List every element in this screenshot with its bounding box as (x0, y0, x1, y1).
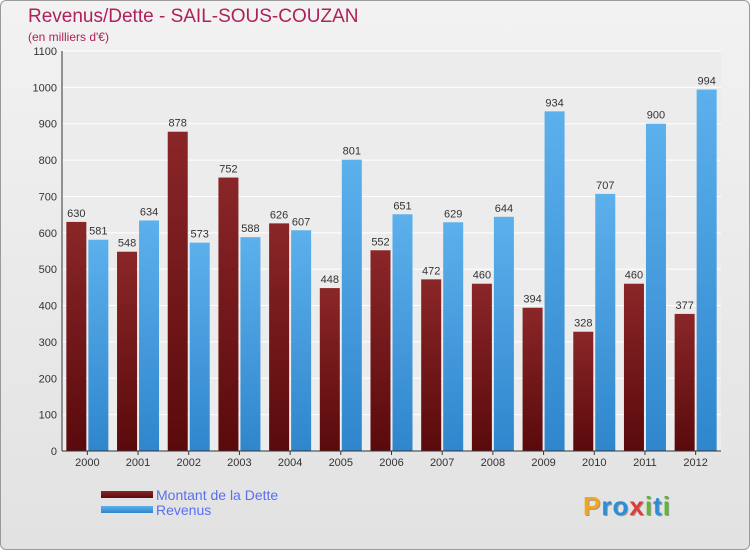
value-label-revenus: 994 (697, 76, 715, 88)
value-label-revenus: 707 (596, 180, 614, 192)
bar-revenus (544, 111, 565, 451)
value-label-dette: 377 (675, 300, 693, 312)
y-tick-label: 0 (51, 446, 57, 458)
bar-dette (674, 313, 695, 451)
value-label-revenus: 644 (495, 203, 513, 215)
bar-revenus (341, 159, 362, 451)
value-label-dette: 472 (422, 265, 440, 277)
bar-revenus (240, 237, 261, 451)
value-label-revenus: 573 (191, 229, 209, 241)
y-tick-label: 300 (39, 337, 57, 349)
legend-swatch-dette (101, 491, 153, 498)
y-tick-label: 400 (39, 301, 57, 313)
x-tick-label: 2007 (430, 457, 454, 469)
bar-revenus (696, 89, 717, 451)
value-label-revenus: 900 (647, 110, 665, 122)
value-label-dette: 630 (67, 208, 85, 220)
legend-label-revenus: Revenus (156, 501, 212, 518)
bar-revenus (392, 214, 413, 451)
bar-dette (117, 251, 138, 451)
chart-subtitle: (en milliers d'€) (28, 30, 109, 44)
y-tick-label: 600 (39, 228, 57, 240)
logo-letter: i (662, 491, 671, 521)
chart-title: Revenus/Dette - SAIL-SOUS-COUZAN (28, 6, 359, 27)
legend: Montant de la Dette Revenus (101, 486, 279, 518)
bar-dette (573, 331, 594, 451)
value-label-revenus: 581 (89, 226, 107, 238)
value-label-dette: 552 (371, 236, 389, 248)
logo-letter: i (644, 491, 654, 521)
y-tick-label: 500 (39, 264, 57, 276)
y-tick-label: 900 (39, 119, 57, 131)
legend-item-revenus: Revenus (101, 501, 278, 518)
bar-dette (421, 279, 442, 451)
logo-letter: P (583, 491, 602, 521)
bar-dette (370, 250, 391, 451)
x-tick-label: 2011 (633, 457, 657, 469)
value-label-revenus: 607 (292, 216, 310, 228)
value-label-revenus: 634 (140, 206, 158, 218)
x-tick-label: 2004 (278, 457, 302, 469)
value-label-dette: 460 (625, 270, 643, 282)
bar-revenus (88, 239, 109, 451)
bar-dette (522, 307, 543, 451)
value-label-dette: 460 (473, 270, 491, 282)
logo-letter: r (601, 491, 613, 521)
value-label-dette: 626 (270, 209, 288, 221)
value-label-revenus: 934 (545, 97, 563, 109)
legend-item-dette: Montant de la Dette (101, 486, 279, 503)
x-tick-label: 2005 (329, 457, 353, 469)
value-label-revenus: 651 (393, 200, 411, 212)
value-label-dette: 328 (574, 318, 592, 330)
bar-revenus (189, 242, 210, 451)
logo-letter: t (653, 491, 663, 521)
x-tick-label: 2008 (481, 457, 505, 469)
x-tick-label: 2010 (582, 457, 606, 469)
bar-revenus (645, 123, 666, 452)
value-label-dette: 878 (169, 118, 187, 130)
y-tick-label: 700 (39, 191, 57, 203)
bar-dette (66, 221, 87, 451)
x-tick-label: 2003 (227, 457, 251, 469)
y-tick-label: 200 (39, 373, 57, 385)
value-label-revenus: 629 (444, 208, 462, 220)
bar-dette (269, 223, 290, 451)
x-tick-label: 2006 (379, 457, 403, 469)
logo-letter: o (612, 491, 630, 521)
y-tick-label: 800 (39, 155, 57, 167)
x-tick-label: 2012 (683, 457, 707, 469)
value-label-dette: 394 (523, 294, 541, 306)
value-label-dette: 448 (321, 274, 339, 286)
legend-label-dette: Montant de la Dette (156, 486, 279, 503)
bar-dette (218, 177, 239, 451)
y-tick-label: 100 (39, 410, 57, 422)
x-tick-label: 2009 (531, 457, 555, 469)
value-label-dette: 548 (118, 238, 136, 250)
bar-dette (471, 283, 492, 451)
bar-dette (319, 288, 340, 451)
bar-revenus (595, 193, 616, 451)
value-label-revenus: 588 (241, 223, 259, 235)
plot-area (62, 51, 721, 451)
x-tick-label: 2002 (176, 457, 200, 469)
bar-revenus (443, 222, 464, 451)
y-tick-label: 1000 (33, 82, 57, 94)
proxiti-logo: Proxiti (583, 491, 671, 522)
bar-dette (623, 283, 644, 451)
y-tick-label: 1100 (33, 46, 57, 58)
x-tick-label: 2000 (75, 457, 99, 469)
value-label-dette: 752 (219, 164, 237, 176)
bar-revenus (493, 216, 514, 451)
x-tick-label: 2001 (126, 457, 150, 469)
bar-revenus (291, 230, 312, 451)
bar-dette (167, 131, 188, 451)
logo-letter: x (629, 491, 645, 521)
legend-swatch-revenus (101, 506, 153, 513)
bar-revenus (139, 220, 160, 451)
value-label-revenus: 801 (343, 146, 361, 158)
